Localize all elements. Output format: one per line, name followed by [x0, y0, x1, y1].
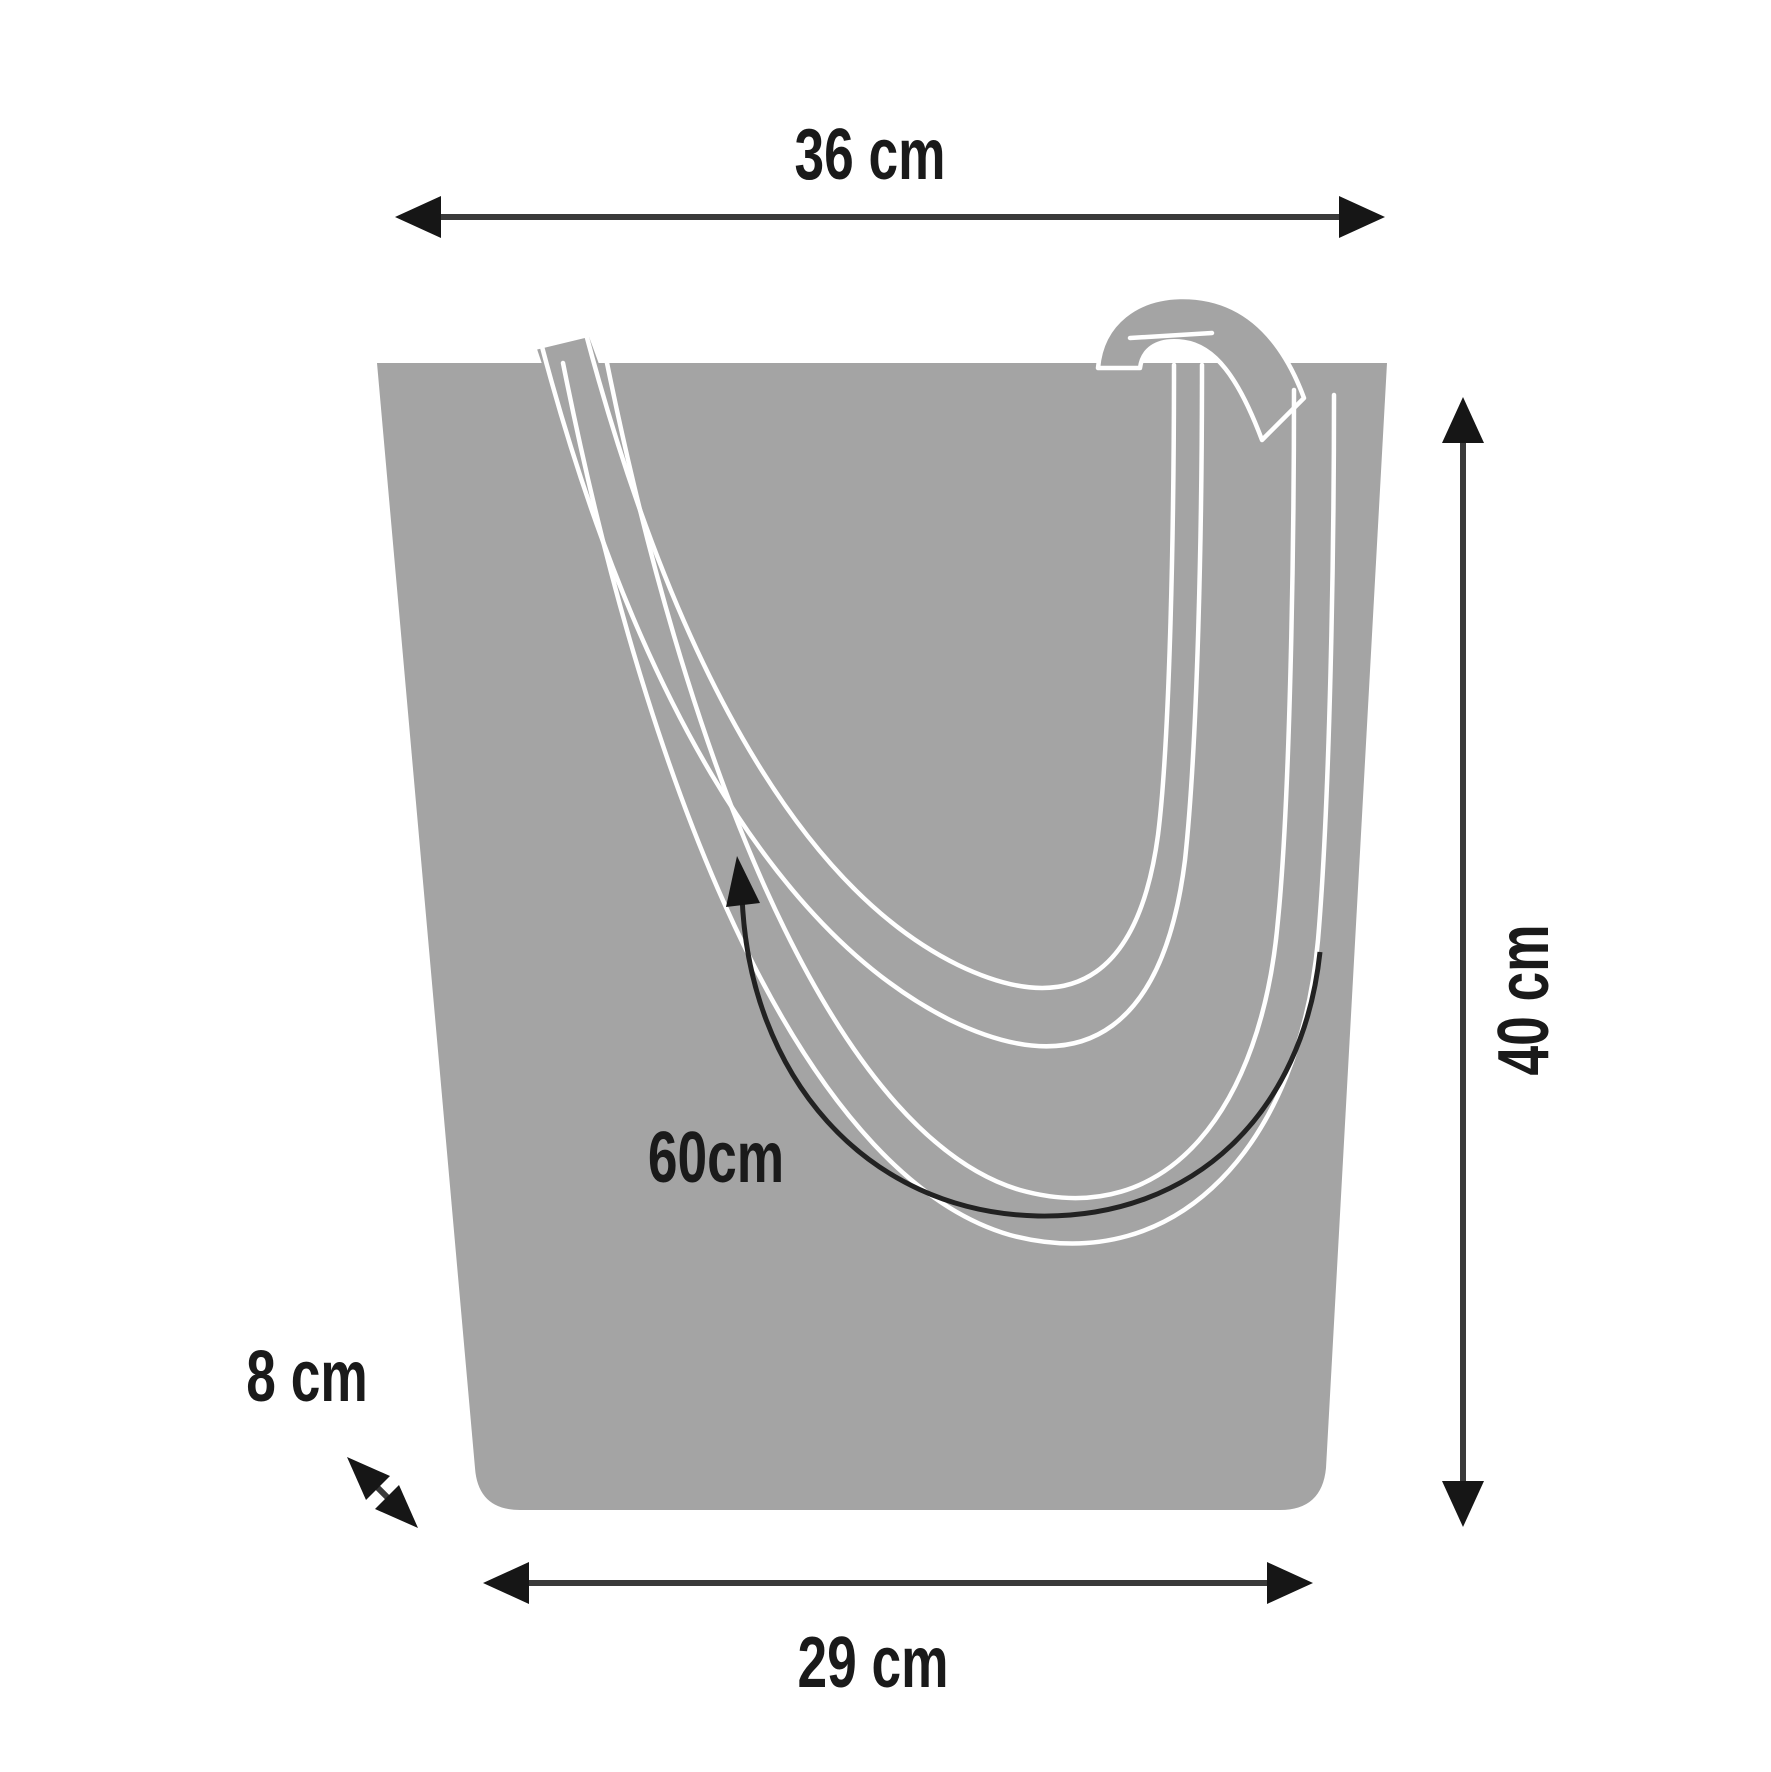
bag: [377, 294, 1387, 1510]
height-arrowhead-top: [1442, 397, 1484, 443]
height-dimension: 40 cm: [1442, 397, 1564, 1527]
top-arrowhead-left: [395, 196, 441, 238]
bottom-width-dimension: 29 cm: [483, 1562, 1313, 1703]
bottom-arrowhead-left: [483, 1562, 529, 1604]
left-strap-stub: [536, 334, 599, 364]
depth-dimension: 8 cm: [246, 1337, 418, 1528]
short-strap-edge-outer: [538, 340, 1205, 1049]
strap-outlines: [538, 331, 1337, 1246]
right-strap-fold-crease: [1127, 330, 1215, 341]
depth-arrowhead-lower: [375, 1485, 418, 1528]
depth-dimension-line: [373, 1483, 392, 1502]
depth-label: 8 cm: [246, 1337, 367, 1417]
short-strap-edge-inner: [583, 331, 1177, 991]
width-dimension-top: 36 cm: [395, 115, 1385, 238]
strap-length-arrowhead: [726, 856, 760, 907]
bottom-width-label: 29 cm: [797, 1623, 948, 1703]
top-width-label: 36 cm: [794, 115, 945, 195]
bag-body-shape: [377, 363, 1387, 1510]
height-arrowhead-bottom: [1442, 1481, 1484, 1527]
long-strap-edge-outer: [560, 360, 1337, 1246]
right-strap-fold: [1095, 294, 1307, 443]
top-arrowhead-right: [1339, 196, 1385, 238]
strap-length-arrow: [726, 856, 1323, 1219]
bottom-arrowhead-right: [1267, 1562, 1313, 1604]
strap-length-arc: [739, 894, 1323, 1219]
long-strap-edge-inner: [604, 360, 1297, 1201]
height-label: 40 cm: [1484, 924, 1564, 1075]
strap-length-label: 60cm: [648, 1118, 784, 1198]
depth-arrowhead-upper: [347, 1457, 390, 1500]
